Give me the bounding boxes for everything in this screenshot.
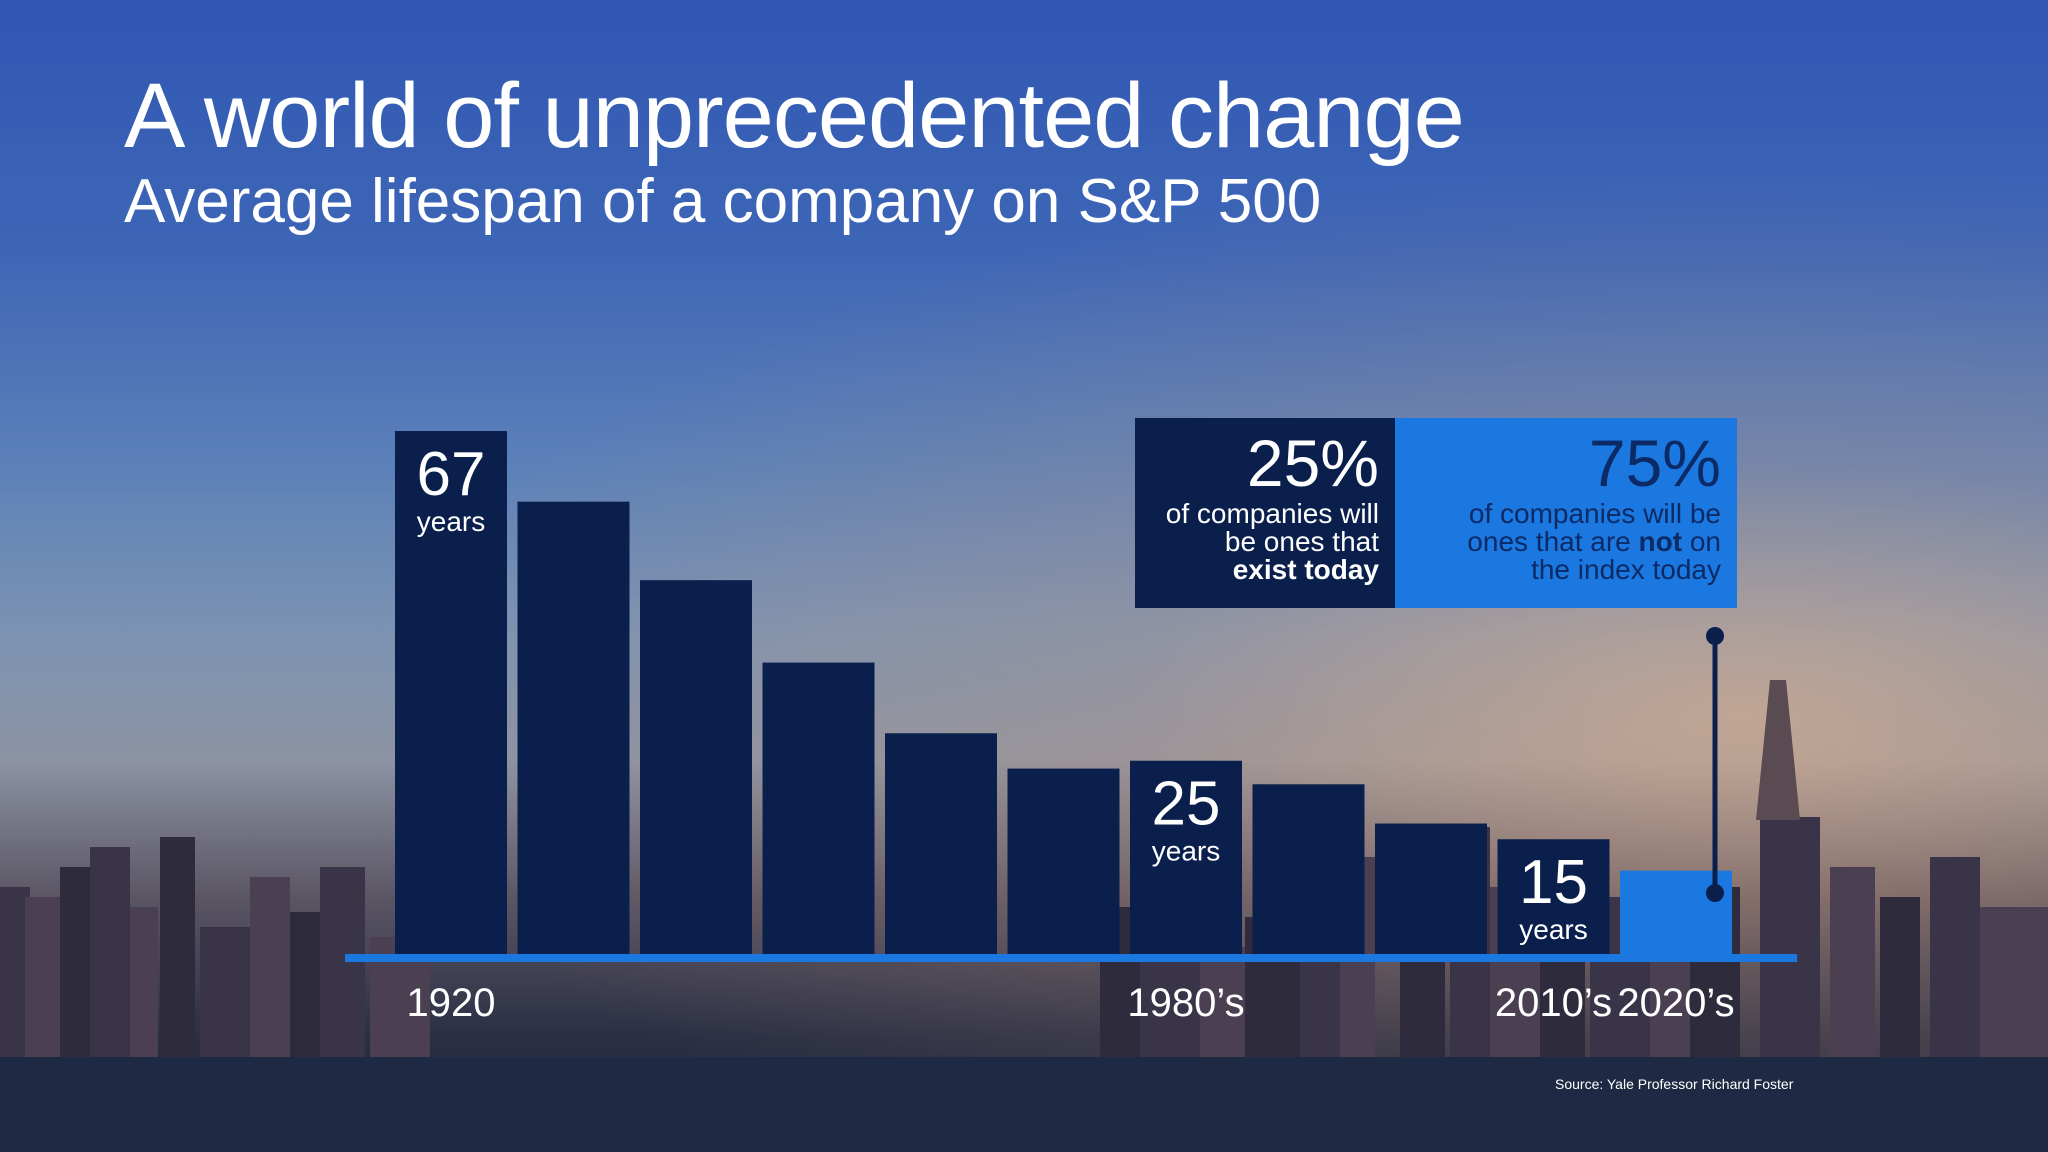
skyline-spire bbox=[1756, 680, 1800, 820]
skyline-water bbox=[0, 1057, 2048, 1152]
skyline-building bbox=[1760, 817, 1820, 1057]
x-tick-label: 2010’s bbox=[1495, 981, 1612, 1025]
callout-left-line3-bold: exist today bbox=[1232, 554, 1379, 585]
bar-unit-label: years bbox=[1519, 914, 1587, 945]
chart-bar bbox=[762, 662, 875, 957]
skyline-building bbox=[1880, 897, 1920, 1057]
skyline-building bbox=[200, 927, 250, 1057]
callout-left-line2: be ones that bbox=[1224, 526, 1379, 557]
callout-existing-companies: 25% of companies will be ones that exist… bbox=[1135, 418, 1395, 608]
skyline-building bbox=[1650, 947, 1690, 1057]
chart-bar bbox=[885, 733, 997, 957]
x-tick-label: 1920 bbox=[407, 981, 496, 1025]
chart-bar bbox=[1497, 839, 1610, 957]
source-note: Source: Yale Professor Richard Foster bbox=[1555, 1076, 1794, 1092]
x-tick-label: 1980’s bbox=[1127, 981, 1244, 1025]
callout-right-line2-pre: ones that are bbox=[1467, 526, 1639, 557]
skyline-building bbox=[60, 867, 90, 1057]
chart-bar bbox=[395, 431, 507, 957]
chart-bar bbox=[1375, 823, 1487, 957]
skyline-building bbox=[1830, 867, 1875, 1057]
callout-left-line1: of companies will bbox=[1165, 498, 1379, 529]
skyline-building bbox=[130, 907, 158, 1057]
skyline-building bbox=[1980, 907, 2048, 1057]
chart-bar bbox=[640, 580, 752, 957]
bar-value-label: 25 bbox=[1152, 770, 1221, 839]
bar-unit-label: years bbox=[417, 506, 485, 537]
callout-right-line3: the index today bbox=[1531, 554, 1721, 585]
chart-bar bbox=[1252, 784, 1365, 957]
skyline-building bbox=[1930, 857, 1980, 1057]
callout-left-percent: 25% bbox=[1246, 426, 1379, 500]
skyline-building bbox=[90, 847, 130, 1057]
callout-right-line1: of companies will be bbox=[1468, 498, 1721, 529]
page-subtitle: Average lifespan of a company on S&P 500 bbox=[124, 167, 1322, 236]
x-axis-line bbox=[345, 954, 1797, 962]
x-tick-label: 2020’s bbox=[1617, 981, 1734, 1025]
callout-new-companies: 75% of companies will be ones that are n… bbox=[1395, 418, 1737, 608]
skyline-building bbox=[290, 912, 320, 1057]
callout-right-line2-post: on bbox=[1682, 526, 1721, 557]
bar-value-label: 67 bbox=[417, 440, 486, 509]
callout-right-percent: 75% bbox=[1588, 426, 1721, 500]
skyline-building bbox=[1200, 947, 1245, 1057]
connector-dot-top bbox=[1706, 627, 1724, 645]
skyline-building bbox=[25, 897, 60, 1057]
chart-bar bbox=[1130, 760, 1242, 957]
page-title: A world of unprecedented change bbox=[124, 65, 1465, 167]
bar-value-label: 15 bbox=[1519, 848, 1588, 917]
skyline-building bbox=[250, 877, 290, 1057]
skyline-building bbox=[160, 837, 195, 1057]
connector-dot-bottom bbox=[1706, 884, 1724, 902]
bar-unit-label: years bbox=[1152, 836, 1220, 867]
chart-bar bbox=[1007, 768, 1120, 957]
chart-bar bbox=[517, 501, 630, 957]
callout-right-line2-bold: not bbox=[1638, 526, 1683, 557]
